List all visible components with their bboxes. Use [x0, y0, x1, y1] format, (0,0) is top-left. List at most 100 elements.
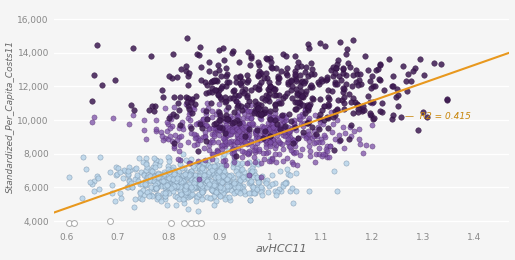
Point [234, 103, 242, 107]
Point [202, 123, 210, 127]
Point [248, 169, 256, 173]
Point [215, 168, 224, 173]
Point [153, 195, 162, 199]
Point [273, 190, 281, 194]
Point [179, 221, 187, 225]
Point [170, 180, 179, 184]
Point [146, 168, 154, 172]
Point [352, 68, 360, 72]
Point [295, 100, 303, 104]
Point [279, 116, 287, 120]
Point [127, 185, 135, 189]
Point [377, 101, 386, 106]
Point [232, 169, 241, 173]
Point [147, 193, 155, 197]
Point [364, 68, 372, 72]
Point [116, 191, 125, 195]
Point [203, 101, 211, 105]
Point [216, 163, 225, 167]
Point [238, 155, 246, 159]
Point [228, 183, 236, 187]
Point [198, 197, 206, 202]
Point [151, 103, 159, 108]
Point [258, 174, 266, 178]
Point [168, 178, 176, 182]
Point [152, 127, 160, 132]
Point [357, 107, 366, 111]
Point [295, 92, 303, 96]
Point [197, 65, 205, 69]
Point [217, 84, 226, 88]
Point [167, 178, 176, 183]
Point [372, 68, 381, 72]
Point [315, 82, 323, 86]
Point [163, 183, 171, 187]
Point [230, 127, 238, 131]
Point [293, 91, 301, 95]
Point [388, 84, 396, 88]
Point [180, 197, 188, 202]
Point [191, 132, 199, 136]
Point [346, 125, 354, 129]
Point [88, 99, 96, 103]
Point [276, 130, 284, 134]
Point [284, 136, 293, 141]
Point [211, 189, 219, 193]
Point [348, 84, 356, 88]
Point [340, 107, 349, 111]
Point [317, 154, 325, 158]
Point [263, 56, 271, 61]
Point [180, 201, 188, 205]
Point [266, 125, 274, 129]
Point [175, 182, 183, 186]
Point [316, 117, 324, 121]
Point [367, 86, 375, 90]
Point [111, 77, 119, 82]
Point [173, 75, 181, 79]
Point [194, 159, 202, 164]
Point [180, 173, 188, 177]
Point [354, 137, 363, 141]
Point [109, 116, 117, 120]
Point [218, 173, 227, 177]
Point [232, 99, 241, 103]
Point [252, 133, 260, 138]
Point [180, 179, 188, 184]
Point [350, 100, 358, 104]
Point [368, 123, 376, 127]
Point [227, 139, 235, 144]
Point [153, 197, 162, 201]
Point [205, 148, 213, 152]
Point [320, 103, 328, 108]
Point [268, 126, 276, 130]
Point [140, 173, 148, 177]
Point [194, 138, 202, 142]
Point [176, 123, 184, 127]
Point [220, 165, 228, 169]
Point [287, 96, 296, 100]
Point [339, 86, 348, 90]
Point [235, 136, 244, 140]
Point [182, 158, 190, 162]
Point [262, 151, 270, 155]
Point [243, 95, 251, 100]
Point [344, 61, 352, 65]
Point [183, 83, 192, 87]
Point [181, 188, 189, 192]
Point [173, 180, 181, 185]
Point [175, 135, 183, 139]
Point [160, 171, 168, 176]
Point [295, 117, 303, 121]
Point [243, 141, 251, 145]
Point [247, 103, 255, 107]
Point [290, 72, 299, 76]
Point [141, 182, 149, 186]
Point [304, 134, 312, 139]
Point [254, 110, 262, 115]
Point [202, 139, 210, 144]
Point [279, 120, 287, 124]
Point [270, 87, 279, 91]
Point [208, 90, 216, 94]
Point [185, 107, 193, 111]
Point [220, 175, 229, 179]
